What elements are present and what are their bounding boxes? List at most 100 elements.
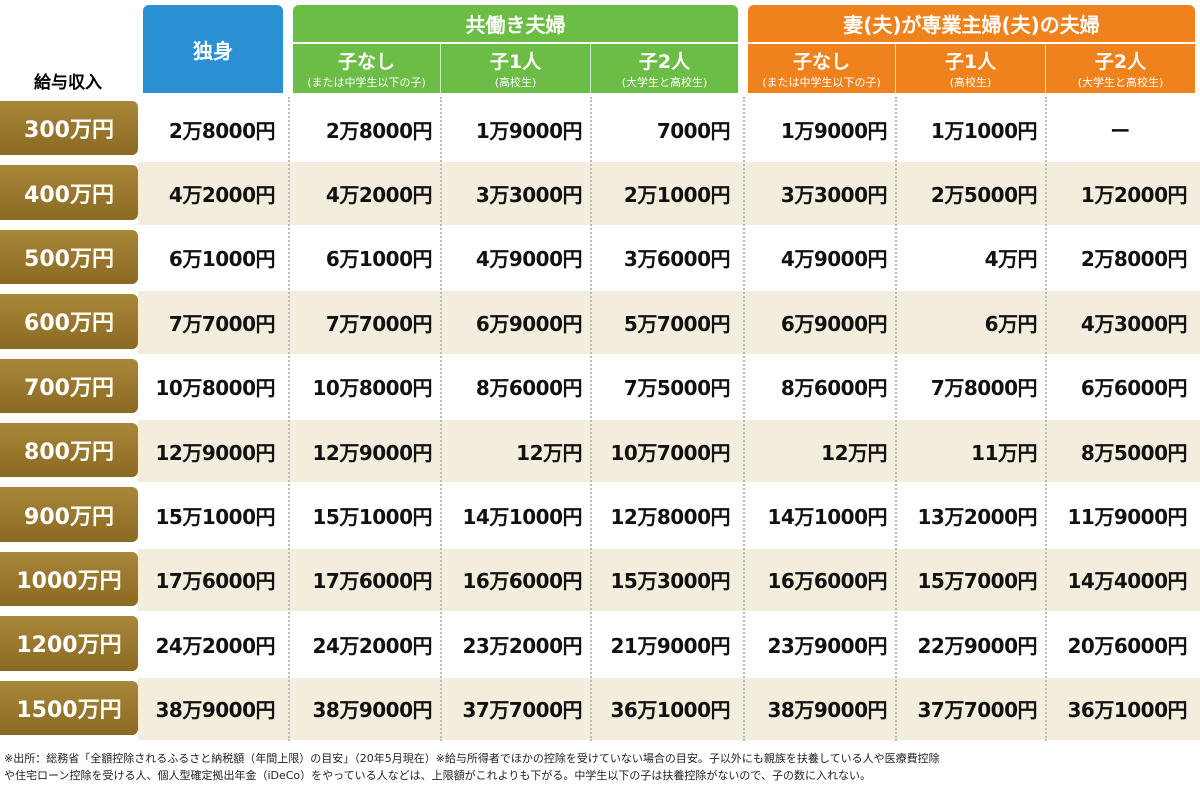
header-column: 子なし (または中学生以下の子) <box>293 42 440 93</box>
cell: 2万8000円 <box>325 118 433 143</box>
cell: 17万6000円 <box>312 569 433 594</box>
row-label: 700万円 <box>0 358 138 413</box>
header-column: 子なし (または中学生以下の子) <box>748 42 895 93</box>
column-note: (高校生) <box>949 76 992 89</box>
cell: 1万9000円 <box>475 118 583 143</box>
cell: 3万3000円 <box>780 183 888 208</box>
row-label: 300万円 <box>0 101 138 156</box>
separator <box>440 97 442 741</box>
cell: 38万9000円 <box>312 698 433 723</box>
cell: 2万1000円 <box>623 183 731 208</box>
cell: 1万1000円 <box>930 118 1038 143</box>
cell: 4万9000円 <box>475 247 583 272</box>
cell: 4万2000円 <box>168 183 276 208</box>
cell: 6万円 <box>984 311 1038 336</box>
row-label: 1500万円 <box>0 680 138 735</box>
header-group: 共働き夫婦 <box>293 5 738 42</box>
cell: 11万円 <box>971 440 1037 465</box>
header-column: 子1人 (高校生) <box>440 42 590 93</box>
cell: 20万6000円 <box>1067 633 1188 658</box>
cell: 2万5000円 <box>930 183 1038 208</box>
cell: 10万7000円 <box>610 440 731 465</box>
cell: 17万6000円 <box>155 569 276 594</box>
cell: 12万9000円 <box>312 440 433 465</box>
cell: 2万8000円 <box>168 118 276 143</box>
cell: 15万1000円 <box>312 505 433 530</box>
cell: 36万1000円 <box>610 698 731 723</box>
header-column: 子2人 (大学生と高校生) <box>1045 42 1195 93</box>
header-column: 子1人 (高校生) <box>895 42 1045 93</box>
column-note: (大学生と高校生) <box>1077 76 1164 89</box>
column-name: 子なし <box>792 51 850 73</box>
cell: 1万2000円 <box>1080 183 1188 208</box>
cell: 8万6000円 <box>475 376 583 401</box>
row-label: 400万円 <box>0 165 138 220</box>
cell: 12万9000円 <box>155 440 276 465</box>
row-label: 600万円 <box>0 294 138 349</box>
column-note: (大学生と高校生) <box>621 76 708 89</box>
cell: 24万2000円 <box>155 633 276 658</box>
column-note: (または中学生以下の子) <box>307 76 426 89</box>
cell: 15万3000円 <box>610 569 731 594</box>
row-band <box>138 162 1200 225</box>
cell: 6万1000円 <box>168 247 276 272</box>
cell: 7000円 <box>656 118 731 143</box>
cell: 16万6000円 <box>462 569 583 594</box>
cell: 4万円 <box>984 247 1038 272</box>
cell: 15万7000円 <box>917 569 1038 594</box>
cell: 4万2000円 <box>325 183 433 208</box>
cell: 15万1000円 <box>155 505 276 530</box>
column-note: (または中学生以下の子) <box>762 76 881 89</box>
cell: 6万6000円 <box>1080 376 1188 401</box>
cell: 36万1000円 <box>1067 698 1188 723</box>
cell: 6万9000円 <box>475 311 583 336</box>
cell: 24万2000円 <box>312 633 433 658</box>
header-single: 独身 <box>143 5 283 93</box>
cell: 8万6000円 <box>780 376 888 401</box>
cell: 22万9000円 <box>917 633 1038 658</box>
separator <box>1045 97 1047 741</box>
cell: 16万6000円 <box>767 569 888 594</box>
cell: 11万9000円 <box>1067 505 1188 530</box>
cell: 37万7000円 <box>917 698 1038 723</box>
cell: 4万3000円 <box>1080 311 1188 336</box>
separator <box>590 97 592 741</box>
cell: 23万9000円 <box>767 633 888 658</box>
header-group: 妻(夫)が専業主婦(夫)の夫婦 <box>748 5 1195 42</box>
cell: 38万9000円 <box>767 698 888 723</box>
cell: 3万6000円 <box>623 247 731 272</box>
cell: 6万1000円 <box>325 247 433 272</box>
cell: 23万2000円 <box>462 633 583 658</box>
row-band <box>138 677 1200 740</box>
cell: 14万1000円 <box>462 505 583 530</box>
header-column: 子2人 (大学生と高校生) <box>590 42 738 93</box>
cell: 10万8000円 <box>155 376 276 401</box>
separator <box>743 97 745 741</box>
cell: 7万7000円 <box>168 311 276 336</box>
column-name: 子1人 <box>489 51 542 73</box>
footnote: ※出所：総務省「全額控除されるふるさと納税額（年間上限）の目安」（20年5月現在… <box>4 752 940 765</box>
cell: ー <box>1110 118 1130 143</box>
cell: 8万5000円 <box>1080 440 1188 465</box>
cell: 3万3000円 <box>475 183 583 208</box>
cell: 12万円 <box>821 440 887 465</box>
cell: 37万7000円 <box>462 698 583 723</box>
row-band <box>138 548 1200 612</box>
column-name: 子2人 <box>1094 51 1147 73</box>
column-name: 子なし <box>337 51 395 73</box>
cell: 10万8000円 <box>312 376 433 401</box>
cell: 4万9000円 <box>780 247 888 272</box>
cell: 7万7000円 <box>325 311 433 336</box>
cell: 14万4000円 <box>1067 569 1188 594</box>
cell: 38万9000円 <box>155 698 276 723</box>
cell: 14万1000円 <box>767 505 888 530</box>
cell: 13万2000円 <box>917 505 1038 530</box>
row-label: 900万円 <box>0 487 138 542</box>
cell: 7万8000円 <box>930 376 1038 401</box>
row-label: 1200万円 <box>0 616 138 671</box>
column-note: (高校生) <box>494 76 537 89</box>
row-band <box>138 420 1200 483</box>
cell: 6万9000円 <box>780 311 888 336</box>
column-name: 子1人 <box>944 51 997 73</box>
